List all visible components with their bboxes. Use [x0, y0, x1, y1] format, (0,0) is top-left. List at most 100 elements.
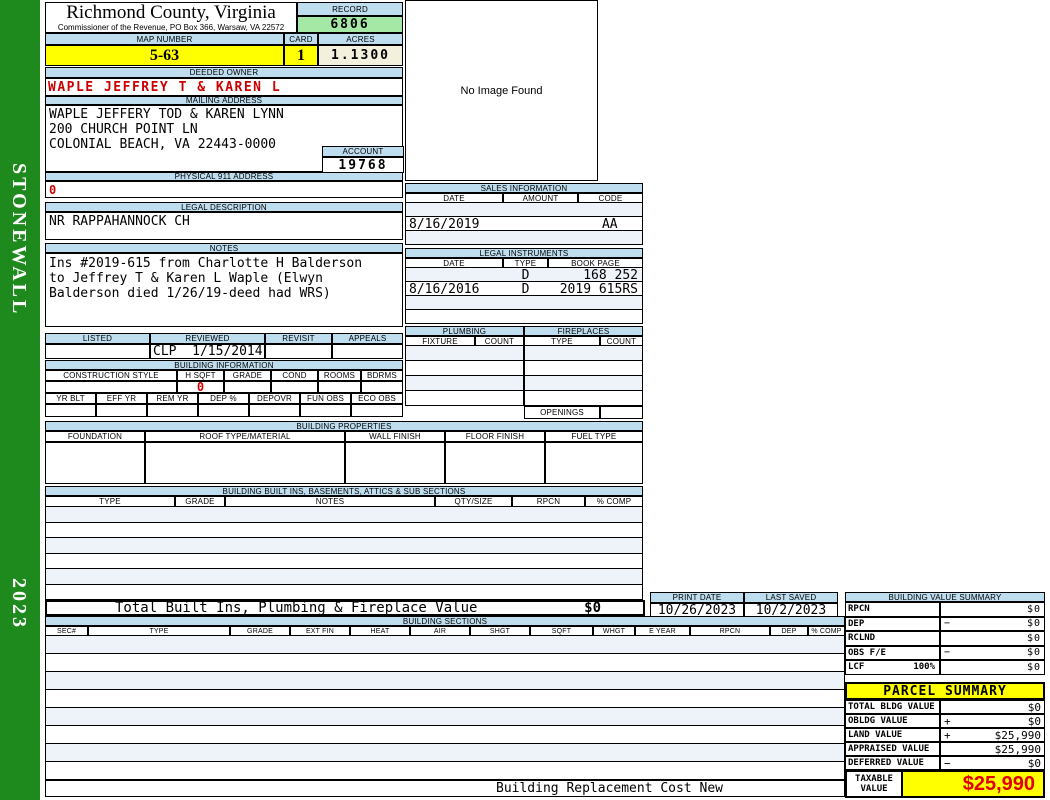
- last-saved-value: 10/2/2023: [744, 603, 838, 618]
- instrument-bookpage-header: BOOK PAGE: [548, 258, 643, 268]
- sec-whgt-header: WHGT: [593, 626, 635, 636]
- parcel-label: TOTAL BLDG VALUE: [845, 700, 940, 714]
- cond-header: COND: [271, 370, 318, 381]
- mailing-line: WAPLE JEFFERY TOD & KAREN LYNN: [49, 107, 284, 122]
- dep-pct-header: DEP %: [198, 393, 249, 404]
- bvs-row: OBS F/E − $0: [845, 645, 1045, 660]
- sec-shgt-header: SHGT: [470, 626, 530, 636]
- revisit-header: REVISIT: [265, 333, 332, 344]
- bvs-row: RPCN $0: [845, 602, 1045, 617]
- sec-sqft-header: SQFT: [530, 626, 593, 636]
- built-ins-qty-header: QTY/SIZE: [435, 496, 512, 507]
- parcel-row: OBLDG VALUE + $0: [845, 714, 1045, 728]
- openings-row: OPENINGS: [524, 406, 643, 419]
- parcel-label: DEFERRED VALUE: [845, 756, 940, 770]
- note-line: to Jeffrey T & Karen L Waple (Elwyn: [49, 271, 323, 286]
- sec-heat-header: HEAT: [350, 626, 410, 636]
- legal-description-header: LEGAL DESCRIPTION: [45, 202, 403, 212]
- fuel-type-header: FUEL TYPE: [545, 431, 643, 442]
- sales-row: [406, 231, 642, 244]
- deeded-owner-header: DEEDED OWNER: [45, 67, 403, 78]
- parcel-value: $0: [1027, 756, 1041, 770]
- built-ins-total-row: Total Built Ins, Plumbing & Fireplace Va…: [45, 600, 645, 616]
- map-number-header: MAP NUMBER: [45, 33, 284, 45]
- county-title: Richmond County, Virginia: [66, 2, 276, 23]
- built-ins-type-header: TYPE: [45, 496, 175, 507]
- review-header-row: LISTED REVIEWED REVISIT APPEALS: [45, 333, 403, 344]
- floor-finish-header: FLOOR FINISH: [445, 431, 545, 442]
- building-info-value-row2: [45, 404, 403, 417]
- openings-value: [600, 406, 643, 419]
- card-header: CARD: [284, 33, 318, 45]
- remyr-header: REM YR: [147, 393, 198, 404]
- physical-address-value: 0: [45, 181, 403, 198]
- building-properties-header-row: FOUNDATION ROOF TYPE/MATERIAL WALL FINIS…: [45, 431, 643, 442]
- sidebar-district-label: STONEWALL: [8, 163, 30, 317]
- parcel-value: $25,990: [994, 742, 1041, 756]
- instrument-type-header: TYPE: [503, 258, 548, 268]
- building-info-value-row1: 0: [45, 380, 403, 394]
- foundation-header: FOUNDATION: [45, 431, 145, 442]
- fireplaces-header-row: TYPE COUNT: [524, 336, 643, 346]
- card-value: 1: [284, 45, 318, 66]
- building-info-header-row2: YR BLT EFF YR REM YR DEP % DEPOVR FUN OB…: [45, 393, 403, 404]
- bdrms-header: BDRMS: [361, 370, 403, 381]
- sec-extfin-header: EXT FIN: [290, 626, 350, 636]
- building-info-header-row1: CONSTRUCTION STYLE H SQFT GRADE COND ROO…: [45, 370, 403, 381]
- taxable-value: $25,990: [903, 770, 1045, 798]
- bvs-value: $0: [1026, 661, 1041, 673]
- no-image-placeholder: No Image Found: [405, 0, 598, 181]
- sec-header: SEC#: [45, 626, 88, 636]
- funobs-header: FUN OBS: [300, 393, 351, 404]
- bvs-row: RCLND $0: [845, 631, 1045, 646]
- bvs-row: LCF 100% $0: [845, 660, 1045, 675]
- sec-eyear-header: E YEAR: [635, 626, 690, 636]
- parcel-row: DEFERRED VALUE − $0: [845, 756, 1045, 770]
- building-value-summary-bar: BUILDING VALUE SUMMARY: [845, 592, 1045, 602]
- bvs-value: $0: [1026, 618, 1041, 630]
- openings-label: OPENINGS: [524, 406, 600, 419]
- revisit-value: [265, 344, 332, 359]
- notes-box: Ins #2019-615 from Charlotte H Balderson…: [45, 253, 403, 327]
- listed-header: LISTED: [45, 333, 150, 344]
- sales-row: [406, 203, 642, 217]
- commissioner-address: Commissioner of the Revenue, PO Box 366,…: [57, 23, 285, 32]
- building-properties-bar: BUILDING PROPERTIES: [45, 421, 643, 431]
- reviewed-value: CLP 1/15/2014: [150, 344, 265, 359]
- building-properties-cells: [45, 442, 643, 484]
- bvs-label: RCLND: [848, 633, 876, 644]
- parcel-label: APPRAISED VALUE: [845, 742, 940, 756]
- taxable-value-row: TAXABLE VALUE $25,990: [845, 770, 1045, 798]
- building-information-bar: BUILDING INFORMATION: [45, 360, 403, 370]
- parcel-summary-rows: TOTAL BLDG VALUE $0 OBLDG VALUE + $0 LAND…: [845, 700, 1045, 770]
- sales-code-header: CODE: [578, 193, 643, 203]
- yrblt-header: YR BLT: [45, 393, 96, 404]
- parcel-op: +: [944, 728, 951, 742]
- sales-header-row: DATE AMOUNT CODE: [405, 193, 643, 203]
- building-replacement-cost-label: Building Replacement Cost New: [45, 780, 845, 797]
- instrument-date-header: DATE: [405, 258, 503, 268]
- rooms-header: ROOMS: [318, 370, 361, 381]
- acres-header: ACRES: [318, 33, 403, 45]
- mailing-line: COLONIAL BEACH, VA 22443-0000: [49, 137, 276, 152]
- parcel-row: LAND VALUE + $25,990: [845, 728, 1045, 742]
- note-line: Ins #2019-615 from Charlotte H Balderson: [49, 256, 363, 271]
- last-saved-header: LAST SAVED: [744, 592, 838, 603]
- total-built-ins-label: Total Built Ins, Plumbing & Fireplace Va…: [115, 600, 478, 616]
- construction-style-header: CONSTRUCTION STYLE: [45, 370, 177, 381]
- account-value: 19768: [322, 157, 404, 173]
- district-sidebar: STONEWALL 2023: [0, 0, 40, 800]
- parcel-label: LAND VALUE: [845, 728, 940, 742]
- bvs-label: RPCN: [848, 604, 870, 615]
- hsqft-header: H SQFT: [177, 370, 224, 381]
- mailing-line: 200 CHURCH POINT LN: [49, 122, 198, 137]
- ecoobs-header: ECO OBS: [351, 393, 403, 404]
- fireplaces-bar: FIREPLACES: [524, 326, 643, 336]
- parcel-summary-header: PARCEL SUMMARY: [845, 682, 1045, 700]
- sec-type-header: TYPE: [88, 626, 230, 636]
- acres-value: 1.1300: [318, 45, 403, 66]
- record-header: RECORD: [297, 2, 403, 16]
- bvs-label: OBS F/E: [848, 647, 886, 658]
- listed-value: [45, 344, 150, 359]
